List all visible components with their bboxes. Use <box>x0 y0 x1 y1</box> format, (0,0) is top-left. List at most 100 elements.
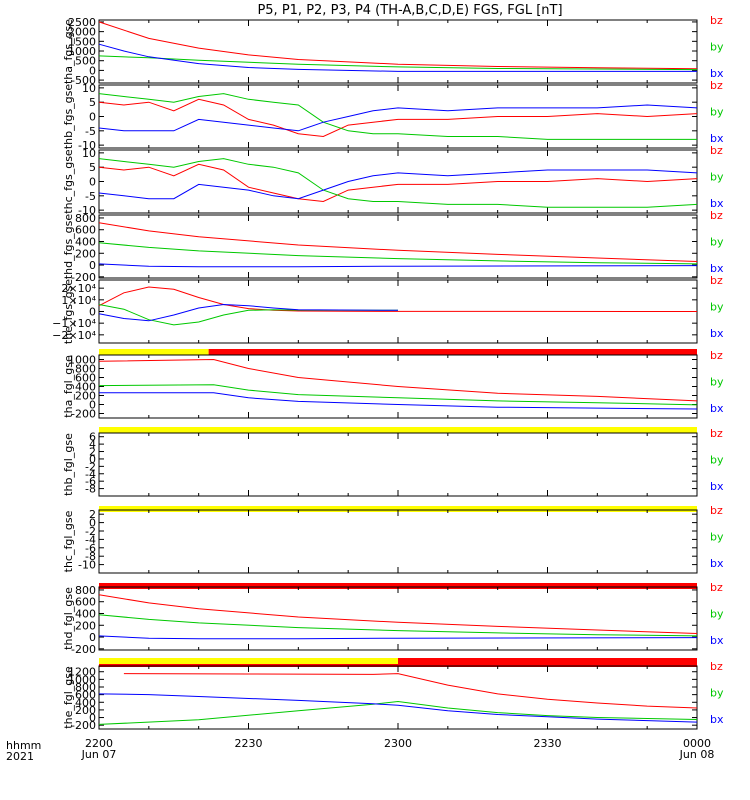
status-bar-segment <box>398 658 697 664</box>
series-by-line <box>98 614 698 637</box>
y-tick-label: −1×10⁴ <box>52 317 96 330</box>
y-tick-label: 500 <box>75 55 96 68</box>
status-bar-segment <box>99 658 398 664</box>
series-bx-line <box>99 392 698 410</box>
time-axis-corner-top: hhmm <box>6 739 41 752</box>
series-by-line <box>98 304 399 326</box>
series-bx-line <box>98 104 698 132</box>
y-tick-label: 600 <box>75 224 96 237</box>
y-axis-label: tha_fgl_gse <box>62 355 75 418</box>
y-tick-label: 800 <box>75 363 96 376</box>
series-by-line <box>98 55 698 71</box>
legend-bx: bx <box>710 67 724 80</box>
series-by-line <box>98 700 698 725</box>
series-by-line <box>98 242 698 265</box>
legend-bz: bz <box>710 209 723 222</box>
y-tick-label: 5 <box>89 161 96 174</box>
legend-bz: bz <box>710 349 723 362</box>
y-tick-label: 2×10⁴ <box>61 282 96 295</box>
y-tick-label: 0 <box>89 176 96 189</box>
panel-frame <box>98 84 698 149</box>
y-tick-label: 0 <box>89 399 96 412</box>
y-tick-label: 200 <box>75 247 96 260</box>
status-bar-segment <box>99 349 209 355</box>
status-bar-segment <box>99 506 697 512</box>
panel-frame <box>98 19 698 84</box>
status-bar-segment <box>208 349 697 355</box>
y-tick-label: 1×10⁴ <box>61 294 96 307</box>
y-tick-label: 200 <box>75 619 96 632</box>
y-tick-label: 400 <box>75 235 96 248</box>
series-bx-line <box>98 635 698 640</box>
status-bar-segment <box>99 583 697 589</box>
y-tick-label: 1500 <box>68 35 96 48</box>
legend-by: by <box>710 531 724 544</box>
series-bx-line <box>98 169 698 200</box>
y-tick-label: -4 <box>85 533 96 546</box>
y-tick-label: 0 <box>89 712 96 725</box>
panel-frame <box>98 586 698 651</box>
series-bz-line <box>123 673 698 709</box>
y-tick-label: 0 <box>89 453 96 466</box>
panel-frame <box>98 432 698 497</box>
legend-by: by <box>710 376 724 389</box>
y-tick-label: -8 <box>85 483 96 496</box>
legend-by: by <box>710 236 724 249</box>
x-tick-label: 2300 <box>384 737 412 750</box>
y-tick-label: 1000 <box>68 45 96 58</box>
y-tick-label: 800 <box>75 584 96 597</box>
legend-bz: bz <box>710 79 723 92</box>
y-tick-label: -6 <box>85 542 96 555</box>
y-tick-label: -200 <box>71 643 96 656</box>
series-bz-line <box>98 163 698 203</box>
y-axis-label: thb_fgs_gse <box>62 84 75 150</box>
y-tick-label: -6 <box>85 475 96 488</box>
legend-bx: bx <box>710 402 724 415</box>
y-tick-label: 2000 <box>68 26 96 39</box>
y-tick-label: 200 <box>75 704 96 717</box>
legend-by: by <box>710 106 724 119</box>
y-tick-label: 6 <box>89 431 96 444</box>
series-by-line <box>98 384 698 406</box>
series-by-line <box>98 93 697 140</box>
y-axis-label: thd_fgl_gse <box>62 587 75 650</box>
legend-by: by <box>710 41 724 54</box>
legend-bx: bx <box>710 480 724 493</box>
y-tick-label: -4 <box>85 468 96 481</box>
panel-frame <box>98 149 698 214</box>
legend-bx: bx <box>710 557 724 570</box>
y-tick-label: -200 <box>71 719 96 732</box>
y-axis-label: the_fgs_gse <box>62 279 75 344</box>
legend-bx: bx <box>710 634 724 647</box>
series-by-line <box>98 158 698 208</box>
series-bx-line <box>98 263 698 268</box>
legend-bz: bz <box>710 427 723 440</box>
legend-bz: bz <box>710 660 723 673</box>
y-tick-label: 4 <box>89 438 96 451</box>
series-bz-line <box>98 358 698 402</box>
y-axis-label: thb_fgl_gse <box>62 433 75 496</box>
legend-bx: bx <box>710 262 724 275</box>
legend-bx: bx <box>710 327 724 340</box>
y-axis-label: thd_fgs_gse <box>62 214 75 280</box>
legend-bz: bz <box>710 504 723 517</box>
y-tick-label: -10 <box>78 559 96 572</box>
legend-by: by <box>710 608 724 621</box>
y-tick-label: 800 <box>75 212 96 225</box>
y-tick-label: -5 <box>85 125 96 138</box>
x-tick-label: 0000 <box>683 737 711 750</box>
y-tick-label: 600 <box>75 596 96 609</box>
y-axis-label: thc_fgl_gse <box>62 510 75 572</box>
y-tick-label: 2 <box>89 446 96 459</box>
series-bx-line <box>98 303 399 322</box>
y-tick-label: −2×10⁴ <box>52 329 96 342</box>
series-bx-line <box>98 43 697 72</box>
